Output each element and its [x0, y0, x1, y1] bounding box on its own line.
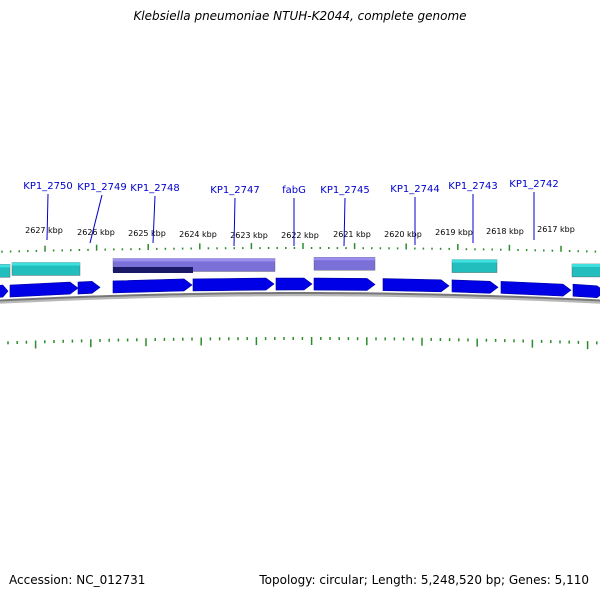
- genome-title: Klebsiella pneumoniae NTUH-K2044, comple…: [133, 9, 467, 23]
- tick-label: 2627 kbp: [25, 226, 63, 235]
- gene-label: KP1_2747: [210, 185, 259, 196]
- cds-arrow-4: [192, 277, 275, 292]
- navy-segment: [113, 267, 193, 273]
- teal-block-highlight-4: [452, 259, 497, 263]
- cds-arrow-2: [77, 281, 101, 295]
- genome-stats-text: Topology: circular; Length: 5,248,520 bp…: [259, 573, 589, 587]
- teal-block-highlight-5: [572, 263, 600, 267]
- tick-label: 2617 kbp: [537, 225, 575, 234]
- cds-arrow-3: [112, 278, 193, 294]
- gene-label: KP1_2744: [390, 184, 439, 195]
- genome-backbone: [0, 291, 600, 304]
- gene-leader-line: [89, 194, 103, 244]
- gene-leader-line: [233, 197, 236, 247]
- gene-label: KP1_2748: [130, 183, 179, 194]
- cds-arrow-9: [500, 281, 572, 297]
- tick-label: 2621 kbp: [333, 230, 371, 239]
- lavender-block-highlight-3: [314, 257, 375, 261]
- lavender-block-highlight-2: [113, 258, 275, 262]
- gene-label: fabG: [282, 185, 306, 196]
- gene-leader-line: [152, 195, 156, 244]
- backbone-shadow: [0, 293, 600, 304]
- cds-arrow-1: [9, 281, 79, 298]
- tick-label: 2622 kbp: [281, 231, 319, 240]
- tick-label: 2620 kbp: [384, 230, 422, 239]
- cds-arrow-6: [313, 277, 376, 291]
- teal-block-highlight-1: [12, 262, 80, 266]
- gene-label: KP1_2749: [77, 182, 126, 193]
- cds-arrow-0: [0, 284, 9, 298]
- cds-arrow-8: [451, 279, 499, 294]
- gene-label: KP1_2750: [23, 181, 72, 192]
- ruler-ticks: [1, 243, 598, 350]
- gene-labels: 2627 kbp 2626 kbp 2625 kbp 2624 kbp 2623 kbp…: [23, 179, 575, 247]
- tick-label: 2625 kbp: [128, 229, 166, 238]
- cds-arrow-5: [275, 277, 313, 291]
- cds-arrow-7: [382, 278, 450, 293]
- tick-label: 2624 kbp: [179, 230, 217, 239]
- teal-block-highlight-0: [0, 264, 10, 268]
- feature-track: [0, 257, 600, 299]
- gene-leader-line: [46, 193, 49, 241]
- backbone-line: [0, 291, 600, 302]
- tick-label: 2619 kbp: [435, 228, 473, 237]
- gene-label: KP1_2742: [509, 179, 558, 190]
- tick-label: 2618 kbp: [486, 227, 524, 236]
- cds-arrow-10: [572, 283, 600, 299]
- gene-label: KP1_2745: [320, 185, 369, 196]
- tick-label: 2623 kbp: [230, 231, 268, 240]
- tick-label: 2626 kbp: [77, 228, 115, 237]
- gene-leader-line: [343, 197, 346, 247]
- accession-text: Accession: NC_012731: [9, 573, 146, 587]
- gene-label: KP1_2743: [448, 181, 497, 192]
